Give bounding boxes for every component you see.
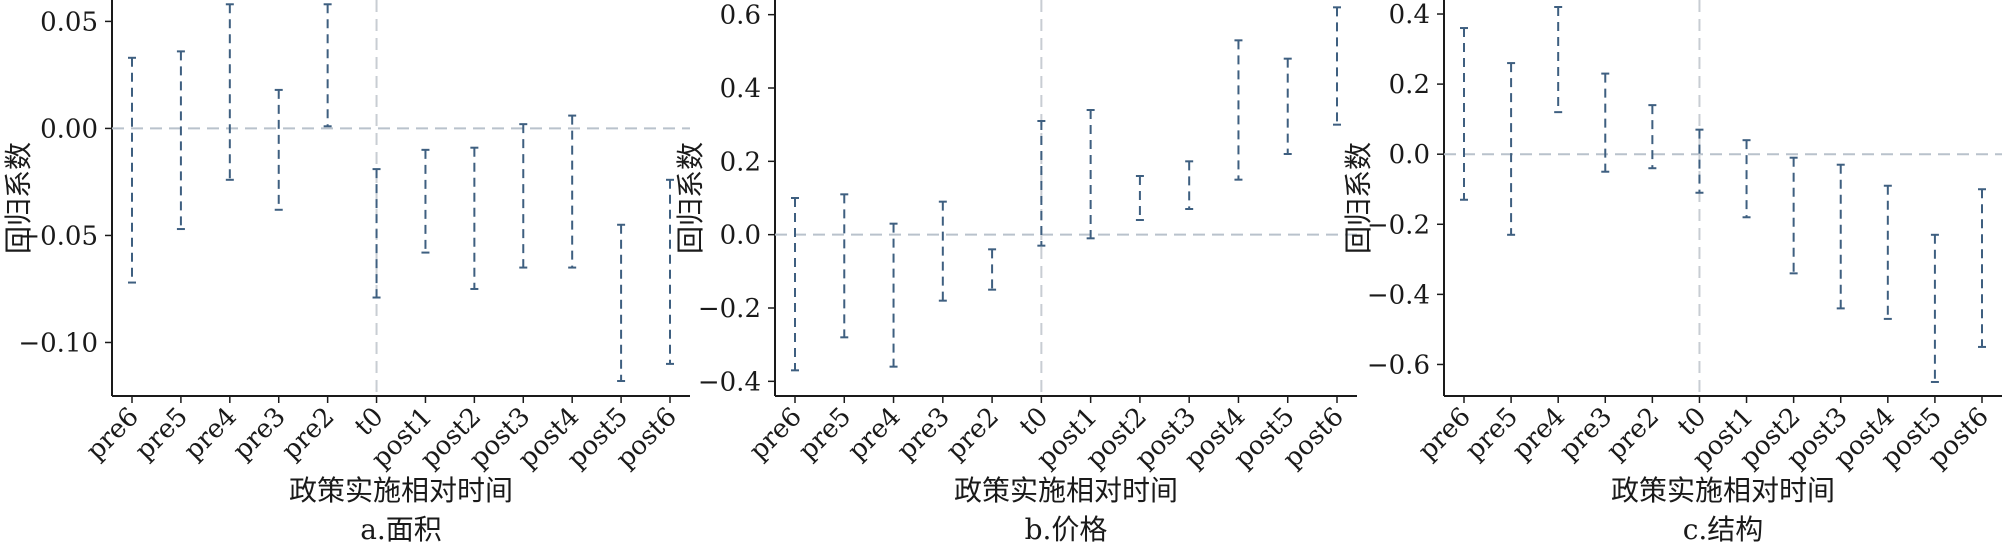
x-tick-label: pre2 <box>941 402 1005 466</box>
y-axis-label: 回归系数 <box>1342 142 1375 254</box>
x-axis-label: 政策实施相对时间 <box>954 474 1178 507</box>
y-tick-label: 0.2 <box>720 147 761 177</box>
x-tick-label: pre3 <box>891 402 955 466</box>
x-tick-label: pre5 <box>1460 402 1524 466</box>
x-tick-label: pre6 <box>744 402 808 466</box>
y-tick-label: 0.2 <box>1389 70 1430 100</box>
x-axis-label: 政策实施相对时间 <box>1611 474 1835 507</box>
panel-price: 回归系数 政策实施相对时间 b.价格 0.6 0.4 0.2 0.0 −0.2 −0.4 p… <box>674 0 1357 546</box>
y-tick-label: 0.00 <box>40 114 98 144</box>
y-tick-label: −0.10 <box>18 328 98 358</box>
y-tick-label: 0.0 <box>720 221 761 251</box>
x-tick-label: pre4 <box>1507 402 1571 466</box>
y-axis-label: 回归系数 <box>674 142 707 254</box>
panel-caption: a.面积 <box>360 513 442 546</box>
x-tick-label: pre6 <box>81 402 145 466</box>
x-tick-label: pre3 <box>227 402 291 466</box>
x-tick-label: pre4 <box>842 402 906 466</box>
x-tick-label: pre6 <box>1413 402 1477 466</box>
panel-caption: c.结构 <box>1683 513 1764 546</box>
y-tick-label: 0.05 <box>40 7 98 37</box>
panel-structure: 回归系数 政策实施相对时间 c.结构 0.4 0.2 0.0 −0.2 −0.4 −0.6… <box>1342 0 2002 546</box>
x-tick-label: pre3 <box>1554 402 1618 466</box>
x-tick-label: pre4 <box>178 402 242 466</box>
y-tick-label: −0.2 <box>1367 210 1430 240</box>
x-axis-label: 政策实施相对时间 <box>289 474 513 507</box>
y-tick-label: −0.6 <box>1367 350 1430 380</box>
y-tick-label: −0.4 <box>698 367 761 397</box>
x-tick-label: pre2 <box>276 402 340 466</box>
x-tick-label: pre5 <box>793 402 857 466</box>
y-tick-label: 0.4 <box>1389 0 1430 30</box>
y-tick-label: 0.4 <box>720 74 761 104</box>
y-tick-label: 0.6 <box>720 1 761 31</box>
x-tick-label: pre5 <box>130 402 194 466</box>
y-tick-label: −0.4 <box>1367 280 1430 310</box>
y-axis-label: 回归系数 <box>2 142 35 254</box>
y-tick-label: −0.2 <box>698 294 761 324</box>
panel-caption: b.价格 <box>1025 513 1108 546</box>
y-tick-label: 0.0 <box>1389 140 1430 170</box>
y-tick-label: −0.05 <box>18 221 98 251</box>
panel-area: 回归系数 政策实施相对时间 a.面积 0.05 0.00 −0.05 −0.10 pre… <box>2 0 690 546</box>
x-tick-label: pre2 <box>1601 402 1665 466</box>
